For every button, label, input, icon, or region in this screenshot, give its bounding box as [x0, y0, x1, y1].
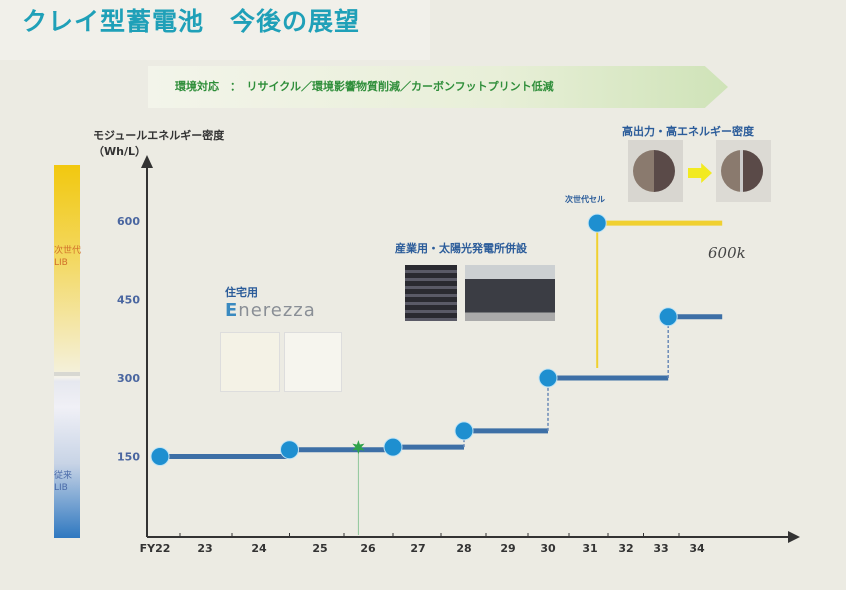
handwritten-note: 600k	[708, 244, 746, 262]
technology-color-bar	[54, 165, 80, 538]
data-point	[587, 213, 607, 233]
next-gen-cell-label: 次世代セル	[565, 195, 605, 204]
x-tick-label: 32	[618, 542, 633, 555]
residential-label: 住宅用	[225, 286, 258, 299]
x-tick-label: 30	[540, 542, 556, 555]
arrow-right-icon	[688, 163, 712, 183]
y-tick-label: 600	[117, 215, 140, 228]
x-tick-label: 33	[653, 542, 668, 555]
color-bar-divider	[54, 372, 80, 376]
y-tick-label: 450	[117, 294, 140, 307]
environment-banner: 環境対応 ： リサイクル／環境影響物質削減／カーボンフットプリント低減	[148, 66, 728, 108]
residential-battery-image	[220, 332, 280, 392]
x-tick-label: 27	[410, 542, 425, 555]
x-tick-label: 24	[251, 542, 267, 555]
enerezza-logo: Enerezza	[225, 300, 316, 321]
data-point	[150, 447, 170, 466]
data-point	[280, 440, 299, 460]
milestone-star-icon	[352, 440, 365, 455]
x-tick-label: FY22	[140, 542, 171, 555]
data-point	[383, 437, 403, 457]
data-point	[538, 368, 558, 388]
x-tick-label: 29	[500, 542, 515, 555]
cell-before-image	[628, 140, 683, 202]
battery-rack-image	[405, 265, 457, 321]
x-axis-arrow	[788, 531, 800, 543]
x-tick-label: 23	[197, 542, 212, 555]
data-point	[658, 307, 678, 327]
y-tick-label: 300	[117, 372, 140, 385]
data-point	[454, 421, 474, 441]
x-tick-label: 28	[456, 542, 471, 555]
conventional-lib-label: 従来 LIB	[54, 471, 73, 493]
banner-text: 環境対応 ： リサイクル／環境影響物質削減／カーボンフットプリント低減	[175, 80, 554, 93]
x-tick-label: 34	[689, 542, 705, 555]
x-tick-label: 26	[360, 542, 376, 555]
y-axis-arrow	[141, 155, 153, 168]
x-tick-label: 31	[582, 542, 597, 555]
y-axis-label: モジュールエネルギー密度（Wh/L）	[93, 129, 225, 158]
cell-after-image	[716, 140, 771, 202]
industrial-label: 産業用・太陽光発電所併設	[395, 242, 527, 255]
next-gen-lib-label: 次世代 LIB	[54, 246, 82, 268]
x-tick-label: 25	[312, 542, 327, 555]
container-image	[465, 265, 555, 321]
residential-battery-image-2	[284, 332, 342, 392]
page-title: クレイ型蓄電池 今後の展望	[22, 7, 361, 36]
high-output-label: 高出力・高エネルギー密度	[622, 125, 754, 138]
title-panel	[0, 0, 430, 60]
y-tick-label: 150	[117, 451, 140, 464]
